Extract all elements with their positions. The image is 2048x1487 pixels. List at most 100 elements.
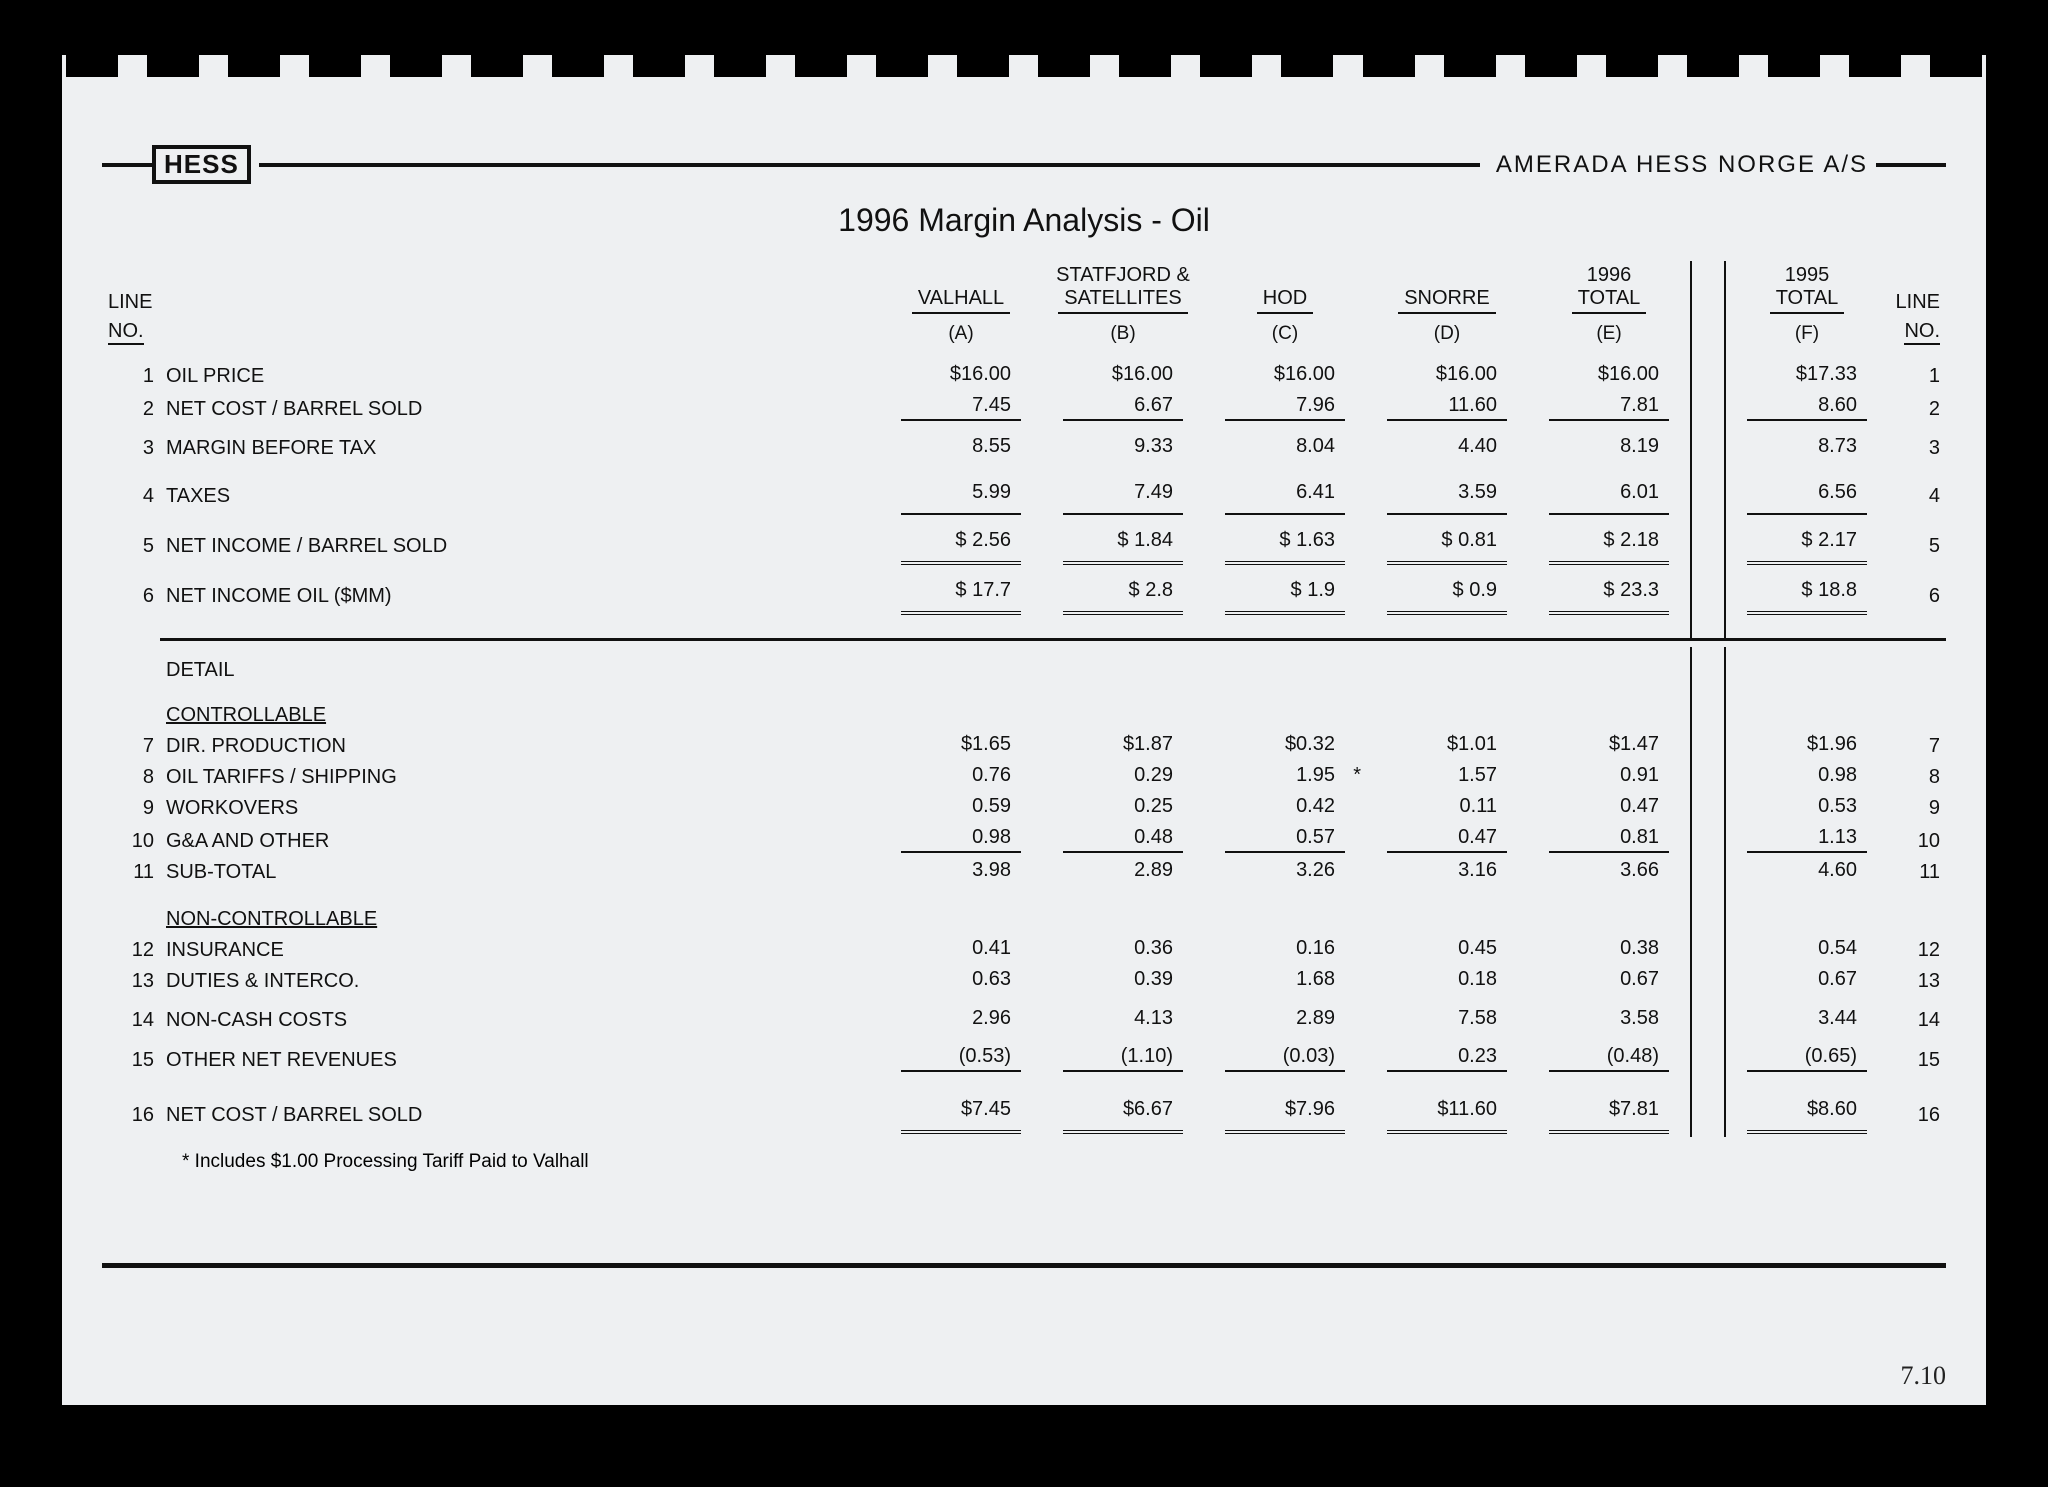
cell-value: $7.96 xyxy=(1225,1090,1345,1134)
table-row: 9WORKOVERS0.590.250.420.110.470.539 xyxy=(102,792,1946,823)
row-label: G&A AND OTHER xyxy=(160,823,880,856)
cell-value: 8.55 xyxy=(901,427,1021,467)
row-label: NET INCOME OIL ($MM) xyxy=(160,568,880,618)
cell-value: 0.67 xyxy=(1747,968,1867,993)
col-header-line-no-right: LINE xyxy=(1888,261,1946,317)
row-label: OIL TARIFFS / SHIPPING xyxy=(160,761,880,792)
row-label: MARGIN BEFORE TAX xyxy=(160,424,880,470)
cell-value: $ 1.84 xyxy=(1063,521,1183,565)
page-title: 1996 Margin Analysis - Oil xyxy=(102,202,1946,239)
cell-value: 0.42 xyxy=(1225,795,1345,820)
row-label: NET COST / BARREL SOLD xyxy=(160,1087,880,1137)
cell-value: 3.58 xyxy=(1549,999,1669,1039)
line-number: 15 xyxy=(1888,1042,1946,1075)
line-number: 6 xyxy=(1888,568,1946,618)
section-label-row: DETAIL xyxy=(102,647,1946,685)
cell-value: $6.67 xyxy=(1063,1090,1183,1134)
cell-value: 1.57 xyxy=(1387,764,1507,789)
cell-value: 0.59 xyxy=(901,795,1021,820)
line-number: 5 xyxy=(102,518,160,568)
table-row: 5NET INCOME / BARREL SOLD$ 2.56$ 1.84$ 1… xyxy=(102,518,1946,568)
table-row: 13DUTIES & INTERCO.0.630.391.680.180.670… xyxy=(102,965,1946,996)
spiral-binding xyxy=(62,55,1986,81)
line-number: 4 xyxy=(1888,470,1946,518)
row-label: TAXES xyxy=(160,470,880,518)
table-row: 3MARGIN BEFORE TAX8.559.338.044.408.198.… xyxy=(102,424,1946,470)
cell-value: 4.60 xyxy=(1747,859,1867,884)
col-header: SNORRE xyxy=(1366,261,1528,317)
cell-value: $ 18.8 xyxy=(1747,571,1867,615)
cell-value: 8.04 xyxy=(1225,427,1345,467)
cell-value: 0.16 xyxy=(1225,937,1345,962)
row-label: INSURANCE xyxy=(160,934,880,965)
row-label: OIL PRICE xyxy=(160,360,880,391)
line-number: 6 xyxy=(102,568,160,618)
row-label: NET INCOME / BARREL SOLD xyxy=(160,518,880,568)
col-header: HOD xyxy=(1204,261,1366,317)
letterhead: HESS AMERADA HESS NORGE A/S xyxy=(102,145,1946,184)
col-header: STATFJORD &SATELLITES xyxy=(1042,261,1204,317)
cell-value: 3.98 xyxy=(901,859,1021,884)
section-label-row: CONTROLLABLE xyxy=(102,701,1946,730)
cell-value: $16.00 xyxy=(1063,363,1183,388)
cell-value: $16.00 xyxy=(1387,363,1507,388)
footnote: * Includes $1.00 Processing Tariff Paid … xyxy=(102,1137,1946,1173)
page-number: 7.10 xyxy=(1901,1361,1947,1391)
table-row: 16NET COST / BARREL SOLD$7.45$6.67$7.96$… xyxy=(102,1087,1946,1137)
cell-value: 8.19 xyxy=(1549,427,1669,467)
cell-value: 9.33 xyxy=(1063,427,1183,467)
col-header: 1995TOTAL xyxy=(1725,261,1888,317)
cell-value: 7.58 xyxy=(1387,999,1507,1039)
line-number: 16 xyxy=(1888,1087,1946,1137)
line-number: 15 xyxy=(102,1042,160,1075)
cell-value: 0.98 xyxy=(901,826,1021,853)
cell-value: $17.33 xyxy=(1747,363,1867,388)
cell-value: 0.81 xyxy=(1549,826,1669,853)
cell-value: $ 2.56 xyxy=(901,521,1021,565)
line-number: 1 xyxy=(1888,360,1946,391)
line-number: 3 xyxy=(102,424,160,470)
cell-value: 1.95 xyxy=(1225,764,1345,789)
cell-value: $16.00 xyxy=(901,363,1021,388)
cell-value: (0.03) xyxy=(1225,1045,1345,1072)
line-number: 16 xyxy=(102,1087,160,1137)
line-number: 12 xyxy=(1888,934,1946,965)
cell-value: $ 0.81 xyxy=(1387,521,1507,565)
cell-value: $ 17.7 xyxy=(901,571,1021,615)
bottom-rule xyxy=(102,1263,1946,1268)
line-number: 9 xyxy=(102,792,160,823)
cell-value: (0.48) xyxy=(1549,1045,1669,1072)
line-number: 12 xyxy=(102,934,160,965)
cell-value: 0.53 xyxy=(1747,795,1867,820)
table-row: 2NET COST / BARREL SOLD7.456.677.9611.60… xyxy=(102,391,1946,424)
cell-value: $1.87 xyxy=(1063,733,1183,758)
document-page: HESS AMERADA HESS NORGE A/S 1996 Margin … xyxy=(62,55,1986,1405)
line-number: 10 xyxy=(102,823,160,856)
cell-value: $ 0.9 xyxy=(1387,571,1507,615)
cell-value: 0.25 xyxy=(1063,795,1183,820)
table-row: 1OIL PRICE$16.00$16.00$16.00$16.00$16.00… xyxy=(102,360,1946,391)
line-number: 2 xyxy=(102,391,160,424)
cell-value: 0.48 xyxy=(1063,826,1183,853)
line-number: 11 xyxy=(1888,856,1946,887)
margin-analysis-table: LINEVALHALLSTATFJORD &SATELLITESHODSNORR… xyxy=(102,261,1946,1137)
cell-value: 5.99 xyxy=(901,473,1021,515)
cell-value: 3.59 xyxy=(1387,473,1507,515)
line-number: 3 xyxy=(1888,424,1946,470)
section-label: CONTROLLABLE xyxy=(160,701,880,730)
table-row: 12INSURANCE0.410.360.160.450.380.5412 xyxy=(102,934,1946,965)
cell-value: $16.00 xyxy=(1225,363,1345,388)
table-row: 6NET INCOME OIL ($MM)$ 17.7$ 2.8$ 1.9$ 0… xyxy=(102,568,1946,618)
cell-value: (0.53) xyxy=(901,1045,1021,1072)
row-label: DUTIES & INTERCO. xyxy=(160,965,880,996)
cell-value: $7.81 xyxy=(1549,1090,1669,1134)
cell-value: 0.45 xyxy=(1387,937,1507,962)
cell-value: 0.54 xyxy=(1747,937,1867,962)
cell-value: 6.67 xyxy=(1063,394,1183,421)
line-number: 13 xyxy=(1888,965,1946,996)
cell-value: 3.26 xyxy=(1225,859,1345,884)
cell-value: $ 1.9 xyxy=(1225,571,1345,615)
row-label: NET COST / BARREL SOLD xyxy=(160,391,880,424)
line-number: 5 xyxy=(1888,518,1946,568)
cell-value: $1.96 xyxy=(1747,733,1867,758)
